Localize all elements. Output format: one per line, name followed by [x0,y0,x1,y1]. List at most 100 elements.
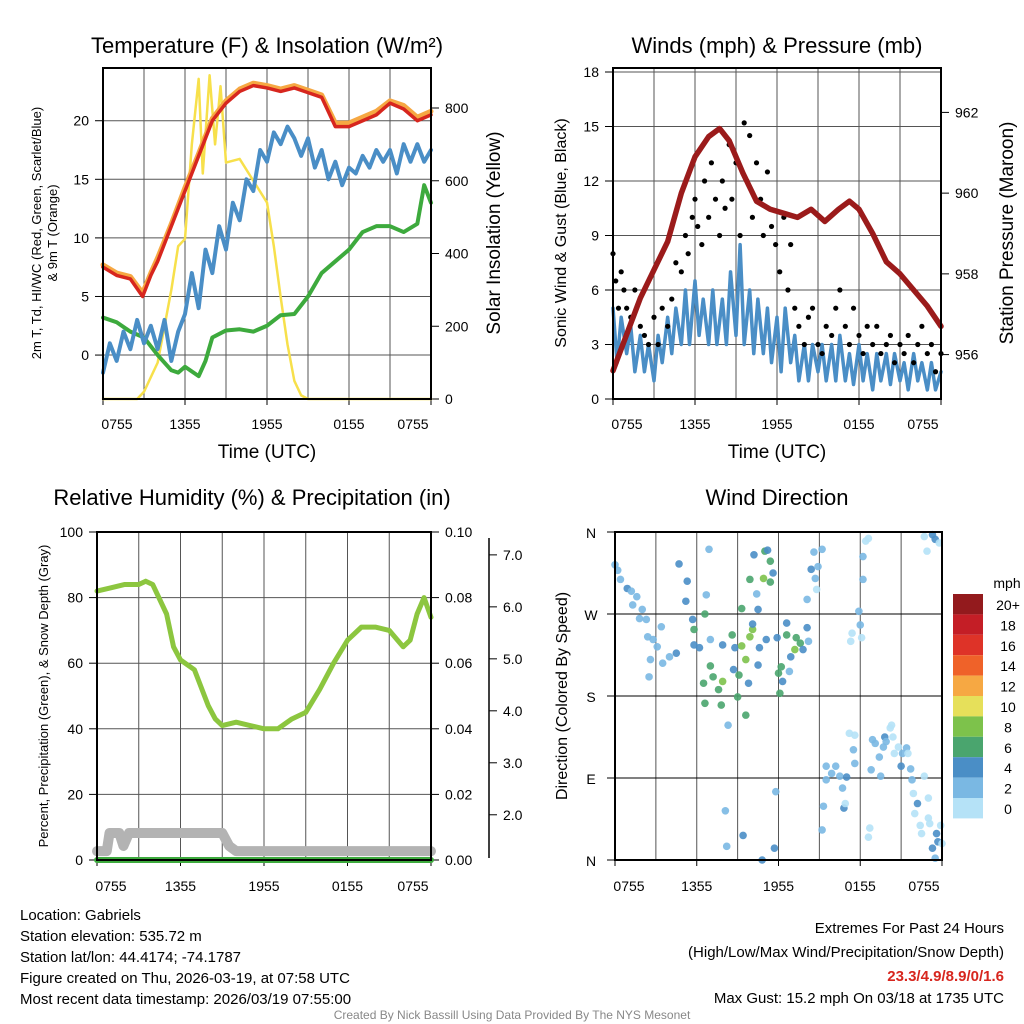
gust-point [673,260,679,266]
y-right-tick-label: 800 [445,100,469,116]
legend-swatch [953,594,983,615]
gust-point [747,132,753,139]
gust-point [764,169,771,175]
gust-point [678,269,684,275]
direction-point [748,625,757,634]
gust-point [785,287,791,293]
snow-tick-label: 7.0 [503,547,523,563]
direction-point [729,665,738,674]
direction-point [709,673,717,681]
direction-point [748,620,757,628]
y-right-tick-label: 0.00 [445,852,472,868]
gust-point [919,323,925,329]
direction-point [702,591,711,599]
direction-point [755,643,764,652]
direction-point [754,605,762,614]
gust-point [870,341,876,348]
direction-point [822,776,830,784]
y-tick-label: 12 [583,173,599,189]
direction-point [771,787,780,796]
gust-point [717,232,723,239]
legend-swatch [953,798,983,819]
direction-point [737,604,746,613]
gust-point [699,241,705,248]
y-tick-label: 3 [591,336,599,352]
direction-point [642,615,651,624]
direction-point [908,776,916,784]
gust-point [887,332,894,339]
plot-frame [102,67,432,400]
snow-tick-label: 5.0 [503,651,523,667]
direction-point [913,799,922,808]
direction-point [799,645,807,654]
footer-elevation: Station elevation: 535.72 m [20,928,202,945]
legend-swatch [953,655,983,676]
panel-4 [614,532,943,866]
direction-point [836,772,844,780]
legend-label: 12 [1000,679,1016,695]
direction-point [714,685,723,694]
gust-point [760,232,766,239]
gust-point [805,314,812,320]
snow-tick-label: 2.0 [503,807,523,823]
direction-point [752,590,761,598]
footer-recent: Most recent data timestamp: 2026/03/19 0… [20,991,351,1008]
direction-point [782,631,791,639]
y-right-tick-label: 600 [445,173,469,189]
direction-point [865,824,874,832]
gust-point [823,323,829,329]
panel-1 [102,68,432,405]
gust-point [645,341,652,348]
x-tick-label: 0155 [845,878,876,894]
extremes-values: 23.3/4.9/8.9/0/1.6 [887,968,1004,985]
gust-point [891,360,898,366]
direction-point [737,642,746,650]
gust-point [712,196,719,202]
y-right-tick-label: 958 [955,266,979,282]
legend-label: 6 [1004,740,1012,756]
direction-point [792,633,801,642]
legend-swatch [953,757,983,778]
direction-point [810,548,818,556]
legend-swatch [953,614,983,635]
gust-point [829,332,835,339]
direction-point [864,534,873,543]
y-right-tick-label: 400 [445,246,469,262]
direction-point [731,643,739,652]
x-tick-label: 1955 [251,416,282,432]
gust-point [706,214,712,220]
x-tick-label: 0755 [907,416,938,432]
direction-point [638,605,647,614]
direction-point [831,762,840,770]
direction-point [936,821,945,830]
gust-point [615,305,622,311]
direction-point [924,794,933,802]
gust-point [773,241,779,248]
gust-point [618,269,624,275]
direction-point [807,565,815,574]
y-tick-label: 5 [81,288,89,304]
y-right-tick-label: 0.06 [445,655,472,671]
gust-point [842,323,848,329]
direction-point [932,829,941,838]
direction-point [803,623,811,632]
gust-point [837,287,843,293]
gust-point [932,369,939,375]
direction-point [705,545,713,554]
legend-swatch [953,716,983,737]
y-axis-label: Sonic Wind & Gust (Blue, Black) [553,118,570,347]
y-axis-label: Direction (Colored By Speed) [554,592,571,800]
direction-point [875,753,884,761]
x-tick-label: 1355 [169,416,200,432]
direction-point [867,766,875,774]
gust-point [833,305,839,311]
direction-point [849,745,858,754]
direction-point [682,597,690,606]
direction-point [627,587,636,596]
temp-2m-line [101,83,433,299]
direction-point [766,557,775,565]
direction-point [665,653,674,661]
gust-point [621,287,627,293]
x-tick-label: 1355 [679,416,710,432]
legend-label: 18 [1000,617,1016,633]
